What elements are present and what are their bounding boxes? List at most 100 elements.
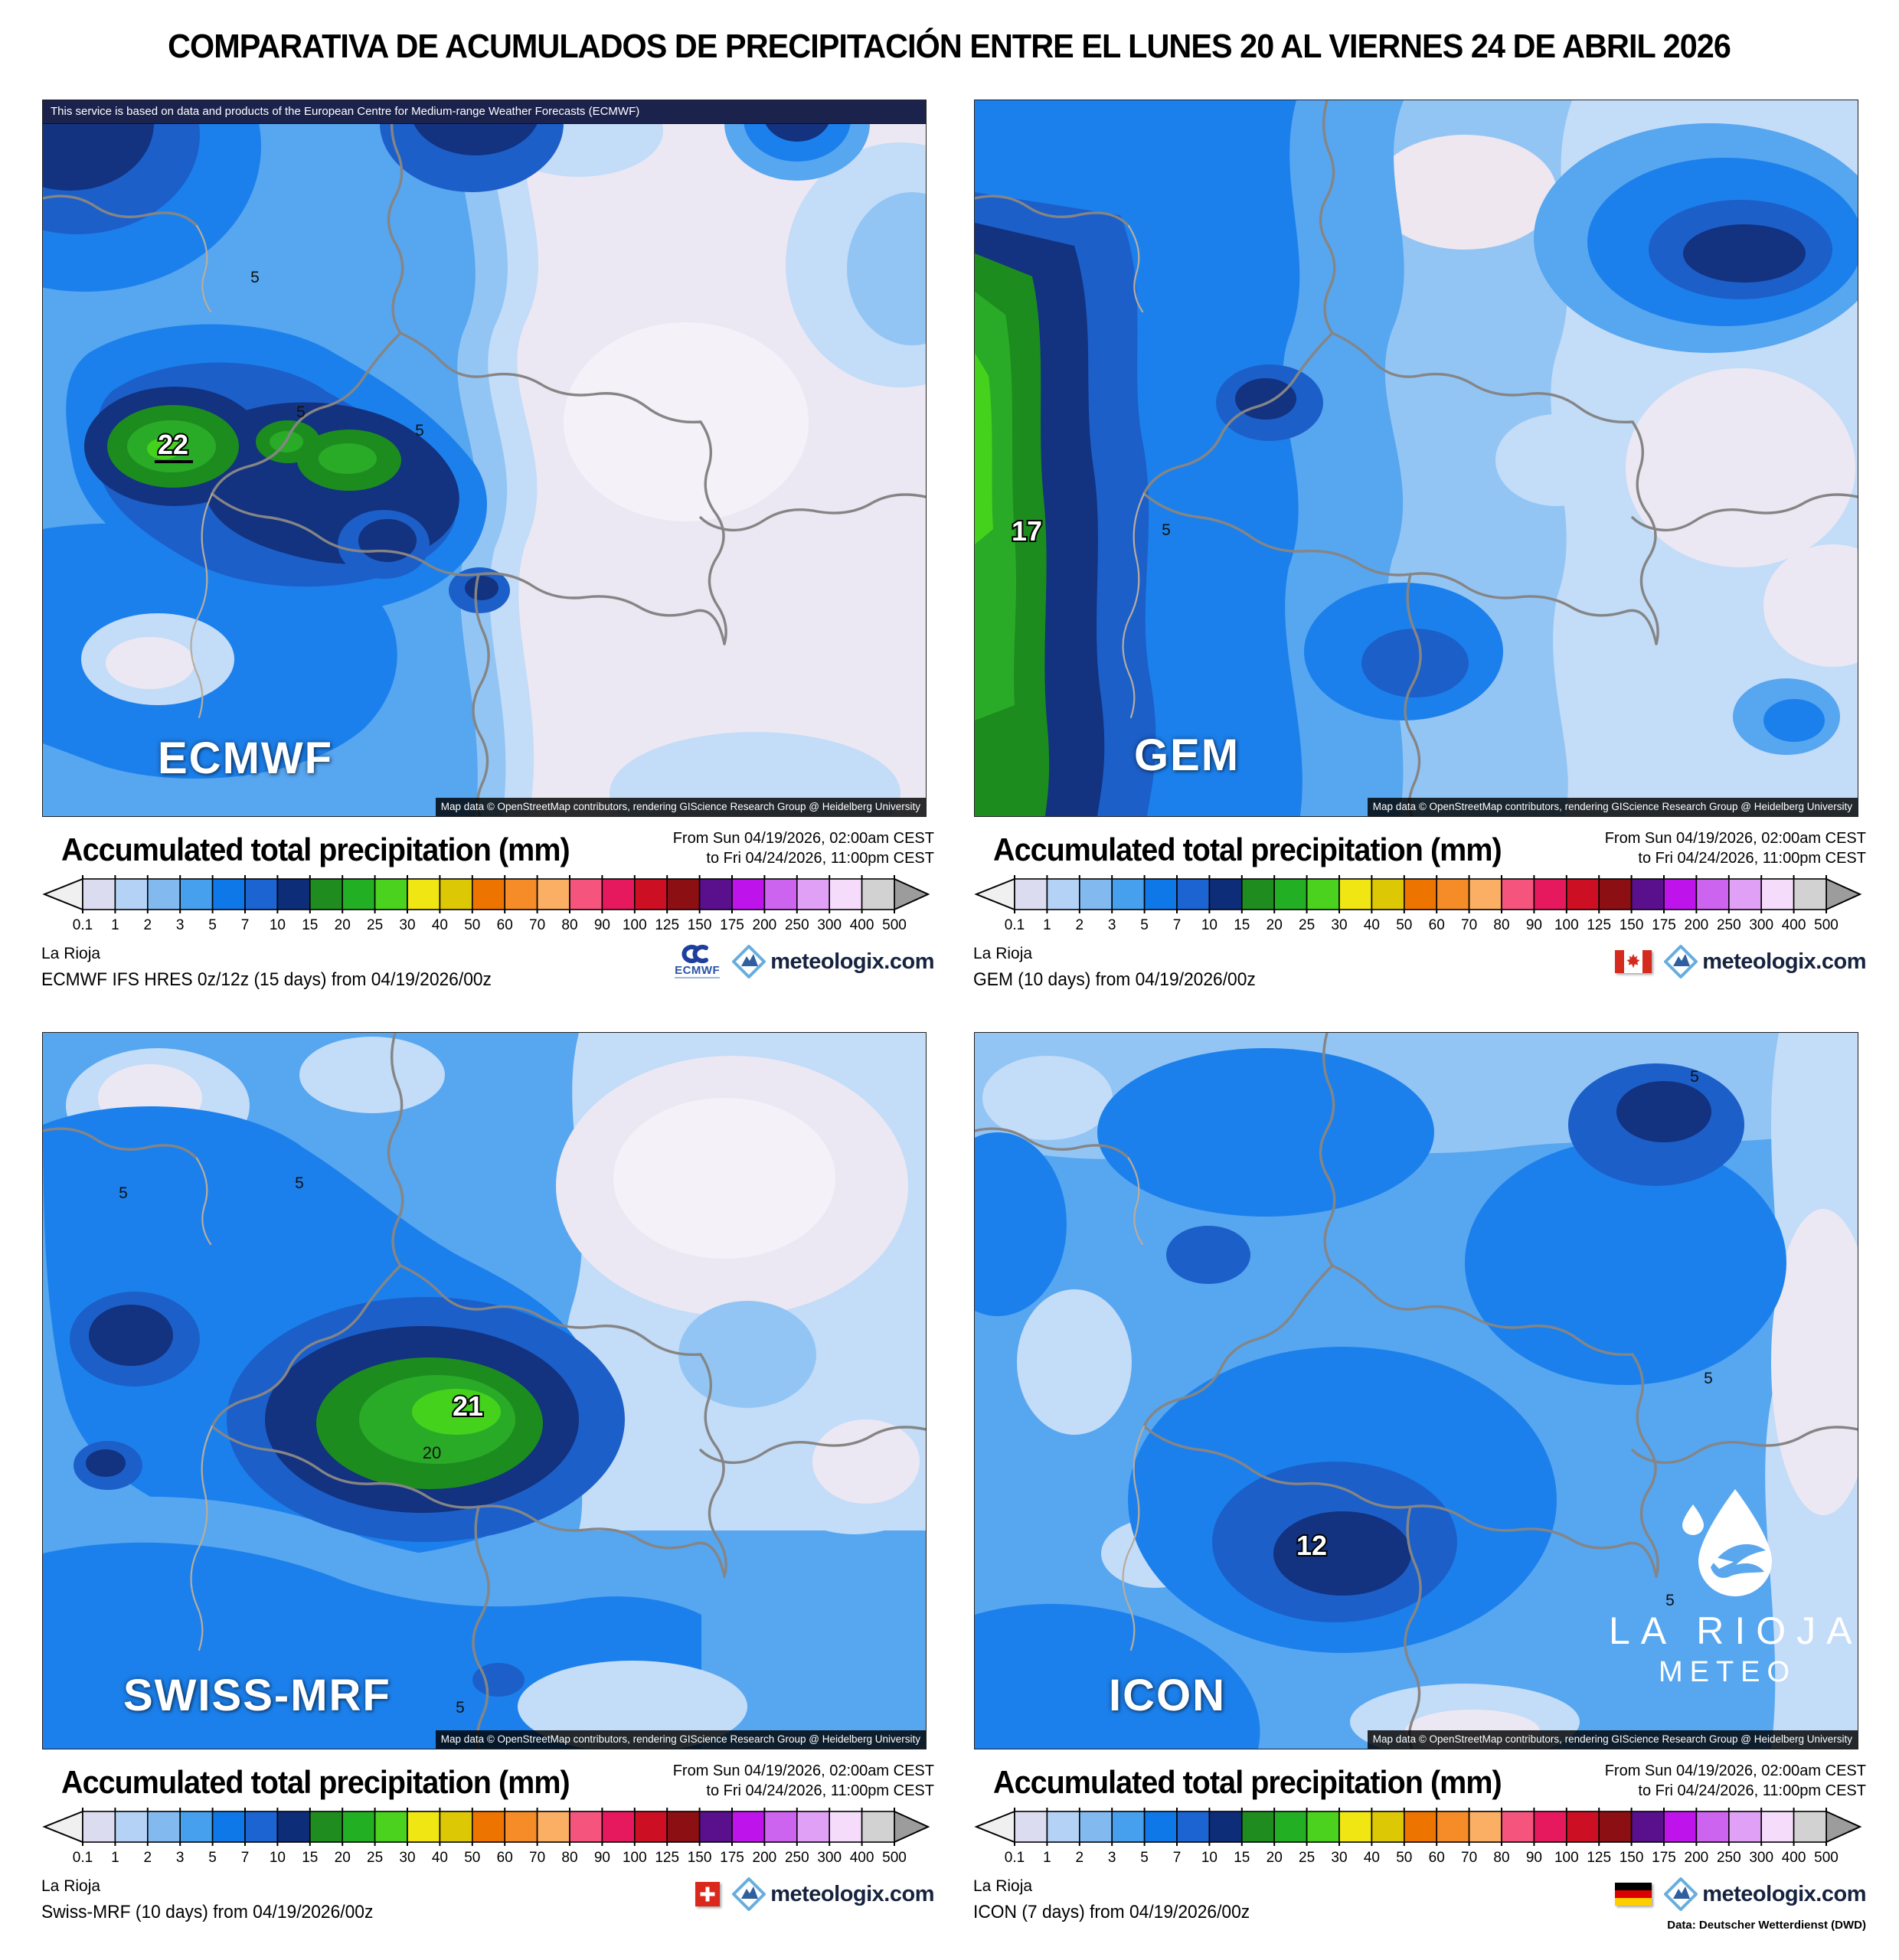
- region-label: La Rioja: [41, 945, 101, 962]
- precipitation-field: [43, 1033, 926, 1749]
- scale-tick-label: 80: [561, 917, 577, 933]
- scale-cell: [1273, 1811, 1308, 1843]
- scale-cell: [731, 1811, 766, 1843]
- scale-cell: [1630, 1811, 1665, 1843]
- scale-tick-label: 3: [176, 917, 185, 933]
- scale-tick-label: 90: [1526, 1850, 1542, 1865]
- scale-cell: [796, 1811, 830, 1843]
- scale-tick-label: 60: [1429, 1850, 1445, 1865]
- scale-cell: [342, 1811, 376, 1843]
- scale-tick-label: 70: [1461, 917, 1477, 933]
- scale-above-max-arrow: [1825, 877, 1862, 911]
- scale-tick-label: 7: [1173, 917, 1182, 933]
- scale-cell: [1501, 878, 1535, 910]
- scale-tick-label: 175: [720, 917, 744, 933]
- scale-tick-label: 150: [1620, 1850, 1644, 1865]
- scale-cell: [1014, 1811, 1048, 1843]
- scale-tick-label: 400: [1782, 917, 1806, 933]
- scale-tick-label: 25: [1299, 1850, 1315, 1865]
- scale-cell: [1208, 878, 1243, 910]
- scale-cell: [309, 1811, 343, 1843]
- scale-cell: [211, 1811, 246, 1843]
- map-value-labels: 17 5: [1010, 514, 1171, 548]
- scale-tick-label: 250: [785, 917, 809, 933]
- scale-cell: [342, 878, 376, 910]
- scale-cell: [504, 1811, 538, 1843]
- scale-tick-label: 200: [753, 917, 777, 933]
- scale-tick-label: 20: [335, 917, 351, 933]
- period-from: From Sun 04/19/2026, 02:00am CEST: [1604, 1762, 1866, 1779]
- scale-tick-label: 200: [1685, 917, 1709, 933]
- dwd-data-note: Data: Deutscher Wetterdienst (DWD): [1667, 1919, 1866, 1932]
- model-name-label: ECMWF: [158, 733, 334, 783]
- scale-tick-label: 500: [1814, 1850, 1839, 1865]
- scale-cell: [1793, 1811, 1827, 1843]
- legend-heading: Accumulated total precipitation (mm): [993, 1764, 1502, 1800]
- contour-label: 5: [1704, 1370, 1713, 1387]
- precipitation-scale: 0.1 1 2 3 5 7 10 15 20 25 30 40 50 60 70 80 90 100 125 150 1…: [974, 1808, 1862, 1865]
- watermark-meteo: METEO: [1658, 1656, 1797, 1688]
- scale-cell: [633, 878, 668, 910]
- scale-below-min-arrow: [42, 1810, 83, 1844]
- scale-tick-label: 5: [1140, 917, 1149, 933]
- scale-tick-label: 40: [432, 917, 448, 933]
- contour-value-label: 20: [423, 1443, 441, 1462]
- scale-tick-label: 175: [720, 1850, 744, 1865]
- scale-cell: [1176, 878, 1211, 910]
- contour-label: 5: [250, 269, 260, 286]
- region-label: La Rioja: [41, 1877, 101, 1895]
- scale-cell: [601, 878, 636, 910]
- scale-tick-label: 15: [302, 917, 318, 933]
- scale-cell: [1501, 1811, 1535, 1843]
- model-source-line: ICON (7 days) from 04/19/2026/00z: [973, 1902, 1250, 1922]
- ecmwf-service-banner: This service is based on data and produc…: [43, 100, 926, 124]
- scale-tick-label: 500: [882, 917, 907, 933]
- scale-tick-label: 1: [1043, 1850, 1051, 1865]
- scale-tick-label: 20: [1267, 917, 1283, 933]
- meteologix-label: meteologix.com: [1702, 1881, 1866, 1906]
- scale-cell: [309, 878, 343, 910]
- scale-cell: [179, 878, 214, 910]
- scale-cell: [439, 878, 473, 910]
- scale-cell: [1565, 878, 1600, 910]
- scale-cell: [407, 878, 441, 910]
- scale-tick-label: 400: [850, 1850, 874, 1865]
- scale-cell: [1403, 878, 1437, 910]
- max-precip-label: 21: [453, 1390, 483, 1422]
- scale-tick-label: 7: [241, 1850, 250, 1865]
- period-to: to Fri 04/24/2026, 11:00pm CEST: [1638, 850, 1866, 867]
- scale-tick-label: 2: [144, 917, 152, 933]
- scale-cell: [1240, 878, 1275, 910]
- scale-tick-label: 300: [1749, 917, 1773, 933]
- legend-icon: Accumulated total precipitation (mm) Fro…: [970, 1756, 1866, 1937]
- scale-tick-label: 5: [208, 1850, 217, 1865]
- scale-cell: [147, 1811, 181, 1843]
- scale-tick-label: 300: [817, 917, 842, 933]
- scale-tick-label: 3: [1108, 917, 1116, 933]
- contour-label: 5: [456, 1699, 465, 1717]
- canada-flag-icon: [1615, 950, 1652, 973]
- scale-tick-label: 100: [1554, 917, 1579, 933]
- scale-cell: [1598, 878, 1633, 910]
- scale-cell: [147, 878, 181, 910]
- map-value-labels: 12 5 5 5: [1295, 1068, 1713, 1609]
- scale-tick-label: 90: [594, 1850, 610, 1865]
- scale-cell: [1598, 1811, 1633, 1843]
- scale-cell: [1663, 1811, 1698, 1843]
- model-source-line: ECMWF IFS HRES 0z/12z (15 days) from 04/…: [41, 969, 492, 990]
- watermark-la-rioja: LA RIOJA: [1609, 1609, 1858, 1652]
- scale-cell: [1663, 878, 1698, 910]
- region-label: La Rioja: [973, 1877, 1033, 1895]
- scale-below-min-arrow: [974, 877, 1015, 911]
- scale-cell: [211, 878, 246, 910]
- scale-tick-label: 80: [1493, 917, 1509, 933]
- scale-tick-label: 10: [270, 1850, 286, 1865]
- scale-tick-label: 0.1: [73, 1850, 93, 1865]
- scale-tick-label: 0.1: [1005, 1850, 1025, 1865]
- scale-cell: [114, 878, 149, 910]
- meteologix-label: meteologix.com: [770, 949, 934, 974]
- contour-label: 5: [296, 403, 306, 421]
- scale-tick-label: 3: [1108, 1850, 1116, 1865]
- raindrop-logo: [1682, 1489, 1772, 1596]
- scale-cell: [1079, 878, 1113, 910]
